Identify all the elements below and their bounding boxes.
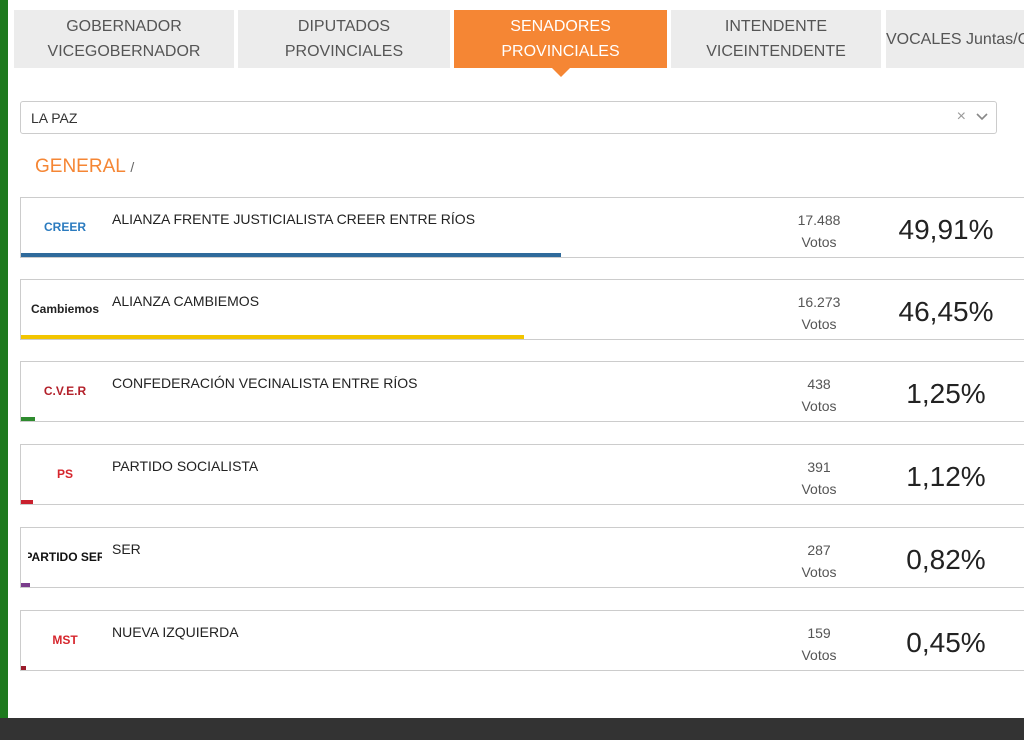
percentage: 0,82% — [906, 544, 986, 575]
dropdown-icon[interactable] — [976, 113, 988, 121]
result-row[interactable]: C.V.E.R CONFEDERACIÓN VECINALISTA ENTRE R… — [20, 361, 1024, 422]
percentage-bar — [21, 500, 34, 504]
votes-unit: Votos — [801, 564, 837, 580]
percentage: 0,45% — [906, 627, 986, 658]
party-name: CONFEDERACIÓN VECINALISTA ENTRE RÍOS — [112, 375, 418, 391]
window-edge — [0, 0, 8, 740]
tab-label: PROVINCIALES — [284, 43, 404, 60]
party-logo: PS — [56, 467, 73, 481]
breadcrumb-title[interactable]: GENERAL — [35, 156, 126, 177]
votes-number: 159 — [807, 625, 831, 641]
result-row[interactable]: CREER ALIANZA FRENTE JUSTICIALISTA CREER … — [20, 197, 1024, 258]
percentage-bar — [21, 335, 524, 339]
party-name: SER — [112, 541, 141, 557]
party-logo: PARTIDO SER — [28, 550, 102, 564]
votes-number: 16.273 — [797, 294, 841, 310]
party-logo: Cambiemos — [30, 302, 100, 316]
percentage: 1,12% — [906, 461, 986, 492]
votes-number: 438 — [807, 376, 831, 392]
clear-button[interactable]: × — [956, 108, 966, 125]
tab-label: SENADORES — [510, 18, 611, 35]
vote-count: 391 Votos — [769, 456, 869, 500]
votes-unit: Votos — [801, 234, 837, 250]
tab[interactable]: SENADORES PROVINCIALES — [454, 10, 667, 68]
votes-unit: Votos — [801, 647, 837, 663]
party-logo: MST — [52, 633, 78, 647]
tab-label: INTENDENTE — [724, 18, 828, 35]
party-name: ALIANZA FRENTE JUSTICIALISTA CREER ENTRE… — [112, 211, 476, 227]
result-row[interactable]: MST NUEVA IZQUIERDA 159 Votos 0,45% — [20, 610, 1024, 671]
footer-bar — [0, 718, 1024, 740]
vote-count: 17.488 Votos — [769, 209, 869, 253]
tab-label: GOBERNADOR — [66, 18, 182, 35]
percentage-bar — [21, 417, 35, 421]
vote-count: 16.273 Votos — [769, 291, 869, 335]
party-name: NUEVA IZQUIERDA — [112, 624, 239, 640]
party-logo: CREER — [43, 220, 86, 234]
tab[interactable]: DIPUTADOS PROVINCIALES — [238, 10, 450, 68]
tab-label: VICEINTENDENTE — [706, 43, 846, 60]
percentage: 46,45% — [898, 296, 994, 327]
votes-number: 17.488 — [797, 212, 841, 228]
party-logo: C.V.E.R — [43, 384, 87, 398]
tab[interactable]: GOBERNADOR VICEGOBERNADOR — [14, 10, 234, 68]
votes-unit: Votos — [801, 316, 837, 332]
percentage-bar — [21, 583, 30, 587]
vote-count: 438 Votos — [769, 373, 869, 417]
votes-number: 287 — [807, 542, 831, 558]
tab-label: VOCALES Juntas/Comunas — [886, 30, 1024, 48]
result-row[interactable]: Cambiemos ALIANZA CAMBIEMOS 16.273 Votos 46,… — [20, 279, 1024, 340]
votes-unit: Votos — [801, 398, 837, 414]
tab-label: VICEGOBERNADOR — [47, 43, 201, 60]
percentage: 1,25% — [906, 378, 986, 409]
vote-count: 159 Votos — [769, 622, 869, 666]
percentage-bar — [21, 666, 26, 670]
result-row[interactable]: PS PARTIDO SOCIALISTA 391 Votos 1,12% — [20, 444, 1024, 505]
votes-number: 391 — [807, 459, 831, 475]
tab-label: PROVINCIALES — [501, 43, 620, 60]
tab[interactable]: VOCALES Juntas/Comunas — [886, 10, 1024, 68]
result-row[interactable]: PARTIDO SER SER 287 Votos 0,82% — [20, 527, 1024, 588]
party-name: ALIANZA CAMBIEMOS — [112, 293, 260, 309]
breadcrumb: GENERAL / — [35, 156, 134, 178]
percentage: 49,91% — [898, 214, 994, 245]
active-indicator — [551, 68, 570, 77]
select-value: LA PAZ — [31, 110, 78, 126]
votes-unit: Votos — [801, 481, 837, 497]
tab[interactable]: INTENDENTE VICEINTENDENTE — [671, 10, 881, 68]
party-name: PARTIDO SOCIALISTA — [112, 458, 259, 474]
vote-count: 287 Votos — [769, 539, 869, 583]
tab-label: DIPUTADOS — [297, 18, 391, 35]
district-select[interactable]: LA PAZ × — [20, 101, 997, 134]
breadcrumb-separator: / — [130, 159, 135, 175]
percentage-bar — [21, 253, 562, 257]
